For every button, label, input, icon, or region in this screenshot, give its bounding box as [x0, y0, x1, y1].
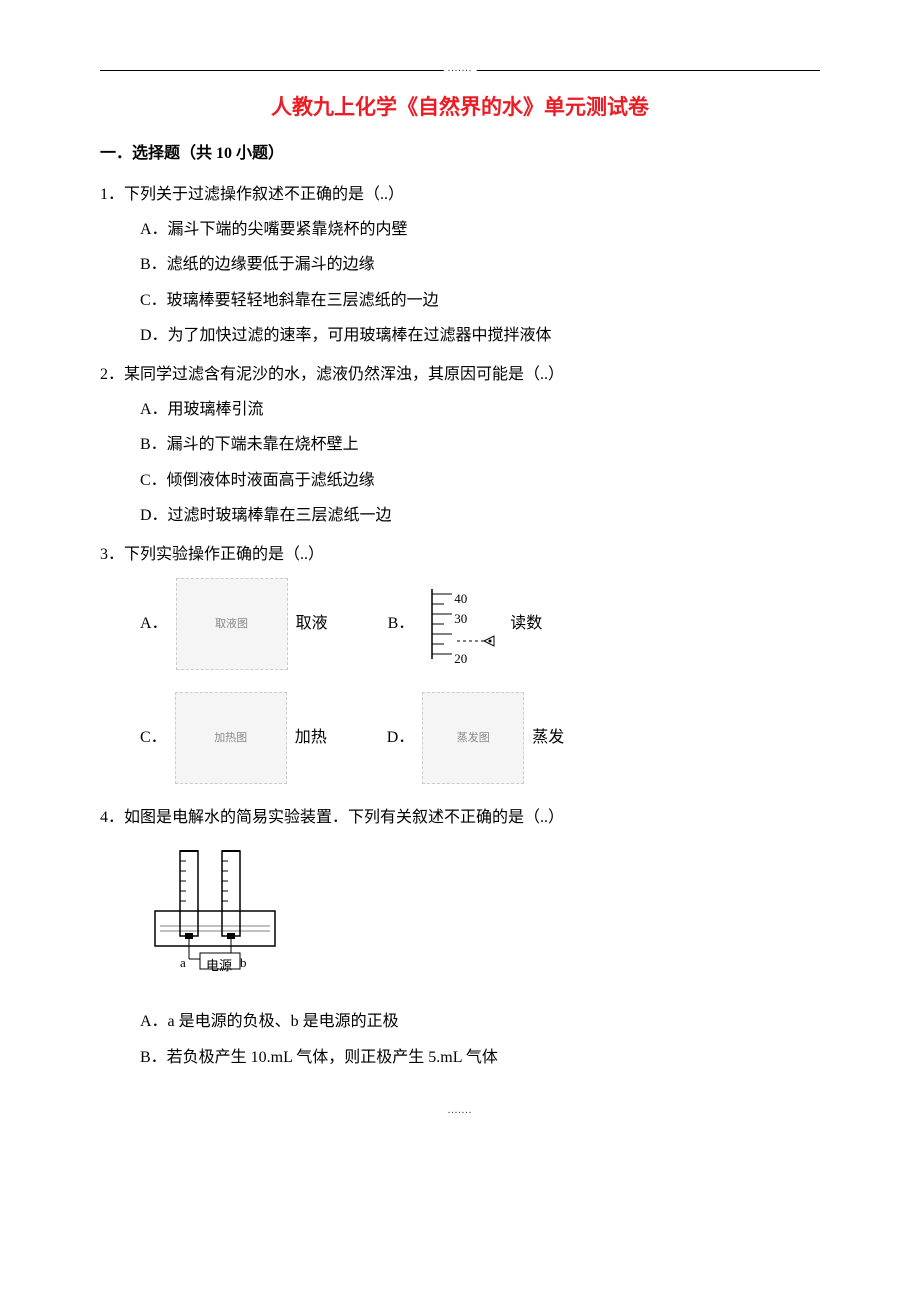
q2-opt-c: C．倾倒液体时液面高于滤纸边缘 — [100, 463, 820, 498]
q4-opt-b: B．若负极产生 10.mL 气体，则正极产生 5.mL 气体 — [100, 1040, 820, 1075]
q3-a-figure: 取液图 — [176, 578, 288, 670]
q3-opt-a: A． 取液图 取液 — [100, 578, 328, 670]
q1-opt-b: B．滤纸的边缘要低于漏斗的边缘 — [100, 247, 820, 282]
q4-label-power: 电源 — [206, 952, 232, 981]
q4-label-a: a — [180, 949, 186, 978]
page-title: 人教九上化学《自然界的水》单元测试卷 — [100, 91, 820, 121]
header-rule: ....... — [100, 60, 820, 71]
q3-d-prefix: D． — [387, 720, 415, 755]
question-4: 4．如图是电解水的简易实验装置．下列有关叙述不正确的是（..） — [100, 800, 820, 1075]
q3-c-label: 加热 — [295, 720, 327, 755]
section-heading: 一．选择题（共 10 小题） — [100, 139, 820, 163]
q3-a-label: 取液 — [296, 606, 328, 641]
question-3: 3．下列实验操作正确的是（..） A． 取液图 取液 B． — [100, 537, 820, 790]
q3-opt-b: B． 40 — [388, 578, 543, 670]
question-1: 1．下列关于过滤操作叙述不正确的是（..） A．漏斗下端的尖嘴要紧靠烧杯的内壁 … — [100, 177, 820, 353]
q3-d-label: 蒸发 — [532, 720, 564, 755]
q4-label-b: b — [240, 949, 247, 978]
q3-opt-c: C． 加热图 加热 — [100, 692, 327, 784]
q3-c-prefix: C． — [140, 720, 167, 755]
q2-opt-b: B．漏斗的下端未靠在烧杯壁上 — [100, 427, 820, 462]
header-dots: ....... — [444, 63, 477, 74]
q3-b-label: 读数 — [510, 606, 542, 641]
q2-stem: 2．某同学过滤含有泥沙的水，滤液仍然浑浊，其原因可能是（..） — [100, 357, 820, 392]
q1-opt-c: C．玻璃棒要轻轻地斜靠在三层滤纸的一边 — [100, 283, 820, 318]
q4-opt-a: A．a 是电源的负极、b 是电源的正极 — [100, 1004, 820, 1039]
q3-a-prefix: A． — [140, 606, 168, 641]
q1-opt-d: D．为了加快过滤的速率，可用玻璃棒在过滤器中搅拌液体 — [100, 318, 820, 353]
q1-stem: 1．下列关于过滤操作叙述不正确的是（..） — [100, 177, 820, 212]
q2-opt-a: A．用玻璃棒引流 — [100, 392, 820, 427]
question-2: 2．某同学过滤含有泥沙的水，滤液仍然浑浊，其原因可能是（..） A．用玻璃棒引流… — [100, 357, 820, 533]
q3-b-figure: 40 30 20 — [422, 579, 502, 669]
q4-figure: a b 电源 — [140, 841, 290, 981]
q3-d-figure: 蒸发图 — [422, 692, 524, 784]
footer-dots: ....... — [100, 1105, 820, 1116]
q4-stem: 4．如图是电解水的简易实验装置．下列有关叙述不正确的是（..） — [100, 800, 820, 835]
q3-b-scale-20: 20 — [454, 645, 467, 674]
q3-opt-d: D． 蒸发图 蒸发 — [387, 692, 565, 784]
q3-stem: 3．下列实验操作正确的是（..） — [100, 537, 820, 572]
q3-b-prefix: B． — [388, 606, 415, 641]
q2-opt-d: D．过滤时玻璃棒靠在三层滤纸一边 — [100, 498, 820, 533]
q1-opt-a: A．漏斗下端的尖嘴要紧靠烧杯的内壁 — [100, 212, 820, 247]
q3-b-scale-30: 30 — [454, 605, 467, 634]
q3-c-figure: 加热图 — [175, 692, 287, 784]
